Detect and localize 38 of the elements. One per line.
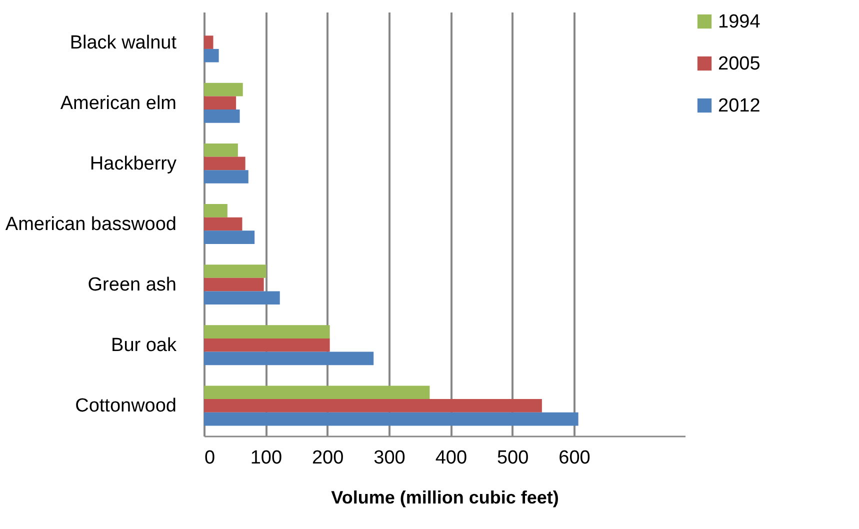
bar (204, 338, 330, 352)
legend-label: 2012 (718, 96, 760, 116)
bar (204, 230, 255, 244)
legend-label: 2005 (718, 54, 760, 74)
bar (204, 217, 242, 231)
x-tick-label: 400 (435, 448, 468, 468)
bar (204, 170, 248, 184)
x-tick-label: 100 (250, 448, 282, 468)
bar (204, 143, 238, 157)
y-tick-label: Black walnut (70, 32, 178, 54)
bar (204, 264, 266, 278)
x-tick-label: 600 (558, 448, 590, 468)
bar (204, 399, 542, 412)
bar (204, 82, 243, 96)
bar (204, 386, 430, 400)
y-tick-label: Bur oak (111, 335, 177, 356)
bar (204, 110, 240, 123)
y-tick-label: Green ash (88, 274, 176, 296)
y-tick-label: American basswood (5, 214, 176, 235)
x-tick-label: 0 (204, 448, 216, 468)
bar (204, 96, 236, 110)
legend-label: 1994 (718, 12, 761, 32)
y-tick-label: Hackberry (90, 153, 177, 174)
x-tick-label: 200 (312, 448, 344, 468)
y-tick-label: Cottonwood (75, 396, 176, 417)
y-tick-label: American elm (60, 92, 176, 114)
bar (204, 204, 228, 218)
bar (204, 48, 219, 62)
bar (204, 412, 578, 426)
bar (204, 156, 246, 170)
bar (204, 325, 330, 338)
bar (204, 291, 280, 305)
bar (204, 36, 214, 49)
bar (204, 278, 264, 292)
x-tick-label: 500 (496, 448, 529, 468)
x-axis-title: Volume (million cubic feet) (331, 488, 559, 508)
bar (204, 352, 374, 366)
x-tick-label: 300 (374, 448, 406, 468)
